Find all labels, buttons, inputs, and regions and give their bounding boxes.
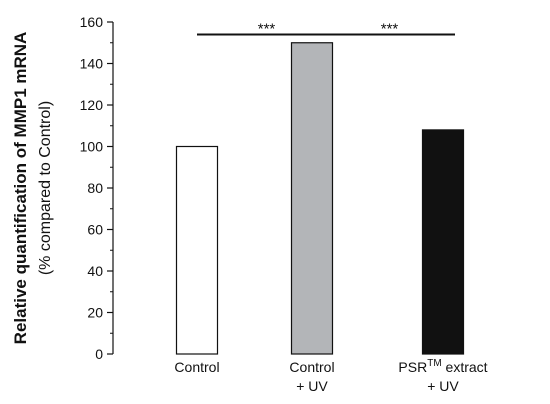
bar-1 [175,145,219,355]
y-tick-label: 160 [80,14,104,30]
significance-stars: *** [381,20,399,37]
y-tick-label: 0 [95,346,103,362]
category-label: PSRTM extract [398,358,487,375]
y-axis: 0 20 40 60 80 100 120 140 160 [80,14,114,362]
y-tick-label: 120 [80,97,104,113]
y-tick-label: 80 [87,180,103,196]
category-label: Control [174,359,219,375]
bars-group [175,42,465,355]
significance-annotation: *** *** [197,20,455,37]
bar-2 [290,42,334,355]
y-tick-label: 60 [87,222,103,238]
y-axis-title: Relative quantification of MMP1 mRNA [11,32,30,345]
y-tick-label: 100 [80,139,104,155]
category-label: + UV [296,378,328,394]
significance-stars: *** [258,20,276,37]
bar-3 [421,129,465,355]
category-label: + UV [427,378,459,394]
y-tick-label: 40 [87,263,103,279]
category-labels: Control Control + UV PSRTM extract + UV [174,358,487,394]
category-label: Control [289,359,334,375]
y-tick-label: 140 [80,56,104,72]
y-tick-label: 20 [87,305,103,321]
y-axis-subtitle: (% compared to Control) [37,101,54,275]
